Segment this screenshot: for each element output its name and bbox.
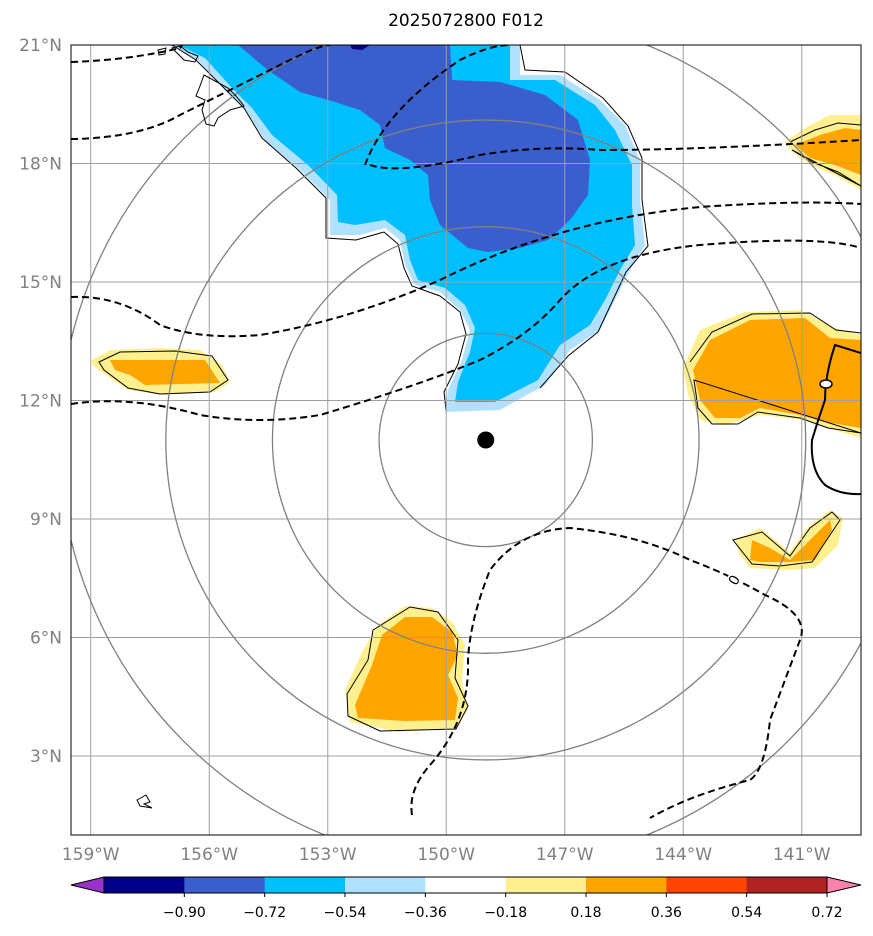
lat-tick-label: 15°N: [19, 273, 62, 293]
map-frame: [70, 44, 862, 836]
lon-tick-label: 147°W: [536, 845, 594, 865]
anomaly-patch-southeast: [732, 510, 843, 570]
lat-tick-label: 18°N: [19, 155, 62, 175]
contour-label: 0: [724, 570, 744, 590]
storm-center-marker: [477, 431, 495, 449]
lat-tick-label: 12°N: [19, 392, 62, 412]
contour-line: [71, 45, 331, 140]
lon-tick-label: 153°W: [299, 845, 357, 865]
range-ring: [271, 226, 700, 654]
contour-label-ring: [819, 379, 833, 389]
anomaly-fill-dark-blue: [238, 45, 590, 252]
colorbar-segment: [345, 877, 426, 893]
contour-line: [71, 239, 861, 421]
colorbar-segment: [104, 877, 185, 893]
longitude-tick-labels: 159°W 156°W 153°W 150°W 147°W 144°W 141°W: [62, 845, 831, 865]
colorbar: −0.90 −0.72 −0.54 −0.36 −0.18 0.18 0.36 0.54 0.7…: [70, 876, 862, 921]
lat-tick-label: 3°N: [30, 747, 62, 767]
range-ring: [378, 332, 594, 548]
lon-tick-label: 141°W: [773, 845, 831, 865]
map-title: 2025072800 F012: [388, 11, 544, 31]
colorbar-segment: [505, 877, 587, 893]
anomaly-patch-west: [92, 348, 230, 395]
lon-tick-label: 159°W: [62, 845, 120, 865]
colorbar-segment: [425, 877, 507, 893]
colorbar-tick-label: 0.18: [570, 905, 601, 921]
colorbar-segment: [264, 877, 346, 893]
lat-tick-label: 21°N: [19, 36, 62, 56]
colorbar-tick-label: −0.90: [163, 905, 206, 921]
lat-tick-label: 6°N: [30, 629, 62, 649]
anomaly-fill-navy: [350, 45, 370, 50]
colorbar-tick-label: −0.18: [484, 905, 527, 921]
island-molokai: [157, 47, 167, 56]
map-area: 0: [71, 45, 861, 835]
graticule: [71, 45, 861, 835]
colorbar-segment: [666, 877, 748, 893]
colorbar-frame: [103, 876, 828, 894]
island-small-south: [136, 794, 153, 809]
contour-line: [410, 526, 803, 819]
colorbar-tick-label: 0.72: [811, 905, 842, 921]
coastlines: [136, 45, 245, 809]
range-rings: [71, 45, 861, 835]
lon-tick-label: 156°W: [180, 845, 238, 865]
island-big-island: [195, 74, 245, 127]
colorbar-segment: [586, 877, 667, 893]
contour-line: [364, 45, 511, 166]
negative-anomaly-region: [170, 45, 649, 412]
contour-line: [71, 45, 183, 63]
lat-tick-label: 9°N: [30, 510, 62, 530]
colorbar-tick-label: −0.72: [243, 905, 286, 921]
colorbar-extend-low: [70, 876, 105, 894]
dashed-contours: [71, 45, 861, 819]
colorbar-segment: [184, 877, 266, 893]
colorbar-extend-high: [826, 876, 862, 894]
island-maui: [171, 45, 199, 63]
contour-line: [369, 139, 861, 170]
range-ring: [165, 119, 807, 761]
lon-tick-label: 144°W: [654, 845, 712, 865]
colorbar-tick-label: −0.54: [324, 905, 367, 921]
colorbar-segment: [746, 877, 828, 893]
colorbar-tick-label: −0.36: [404, 905, 447, 921]
colorbar-tick-label: 0.54: [731, 905, 762, 921]
colorbar-tick-label: 0.36: [651, 905, 682, 921]
latitude-tick-labels: 3°N 6°N 9°N 12°N 15°N 18°N 21°N: [19, 36, 62, 767]
lon-tick-label: 150°W: [417, 845, 475, 865]
